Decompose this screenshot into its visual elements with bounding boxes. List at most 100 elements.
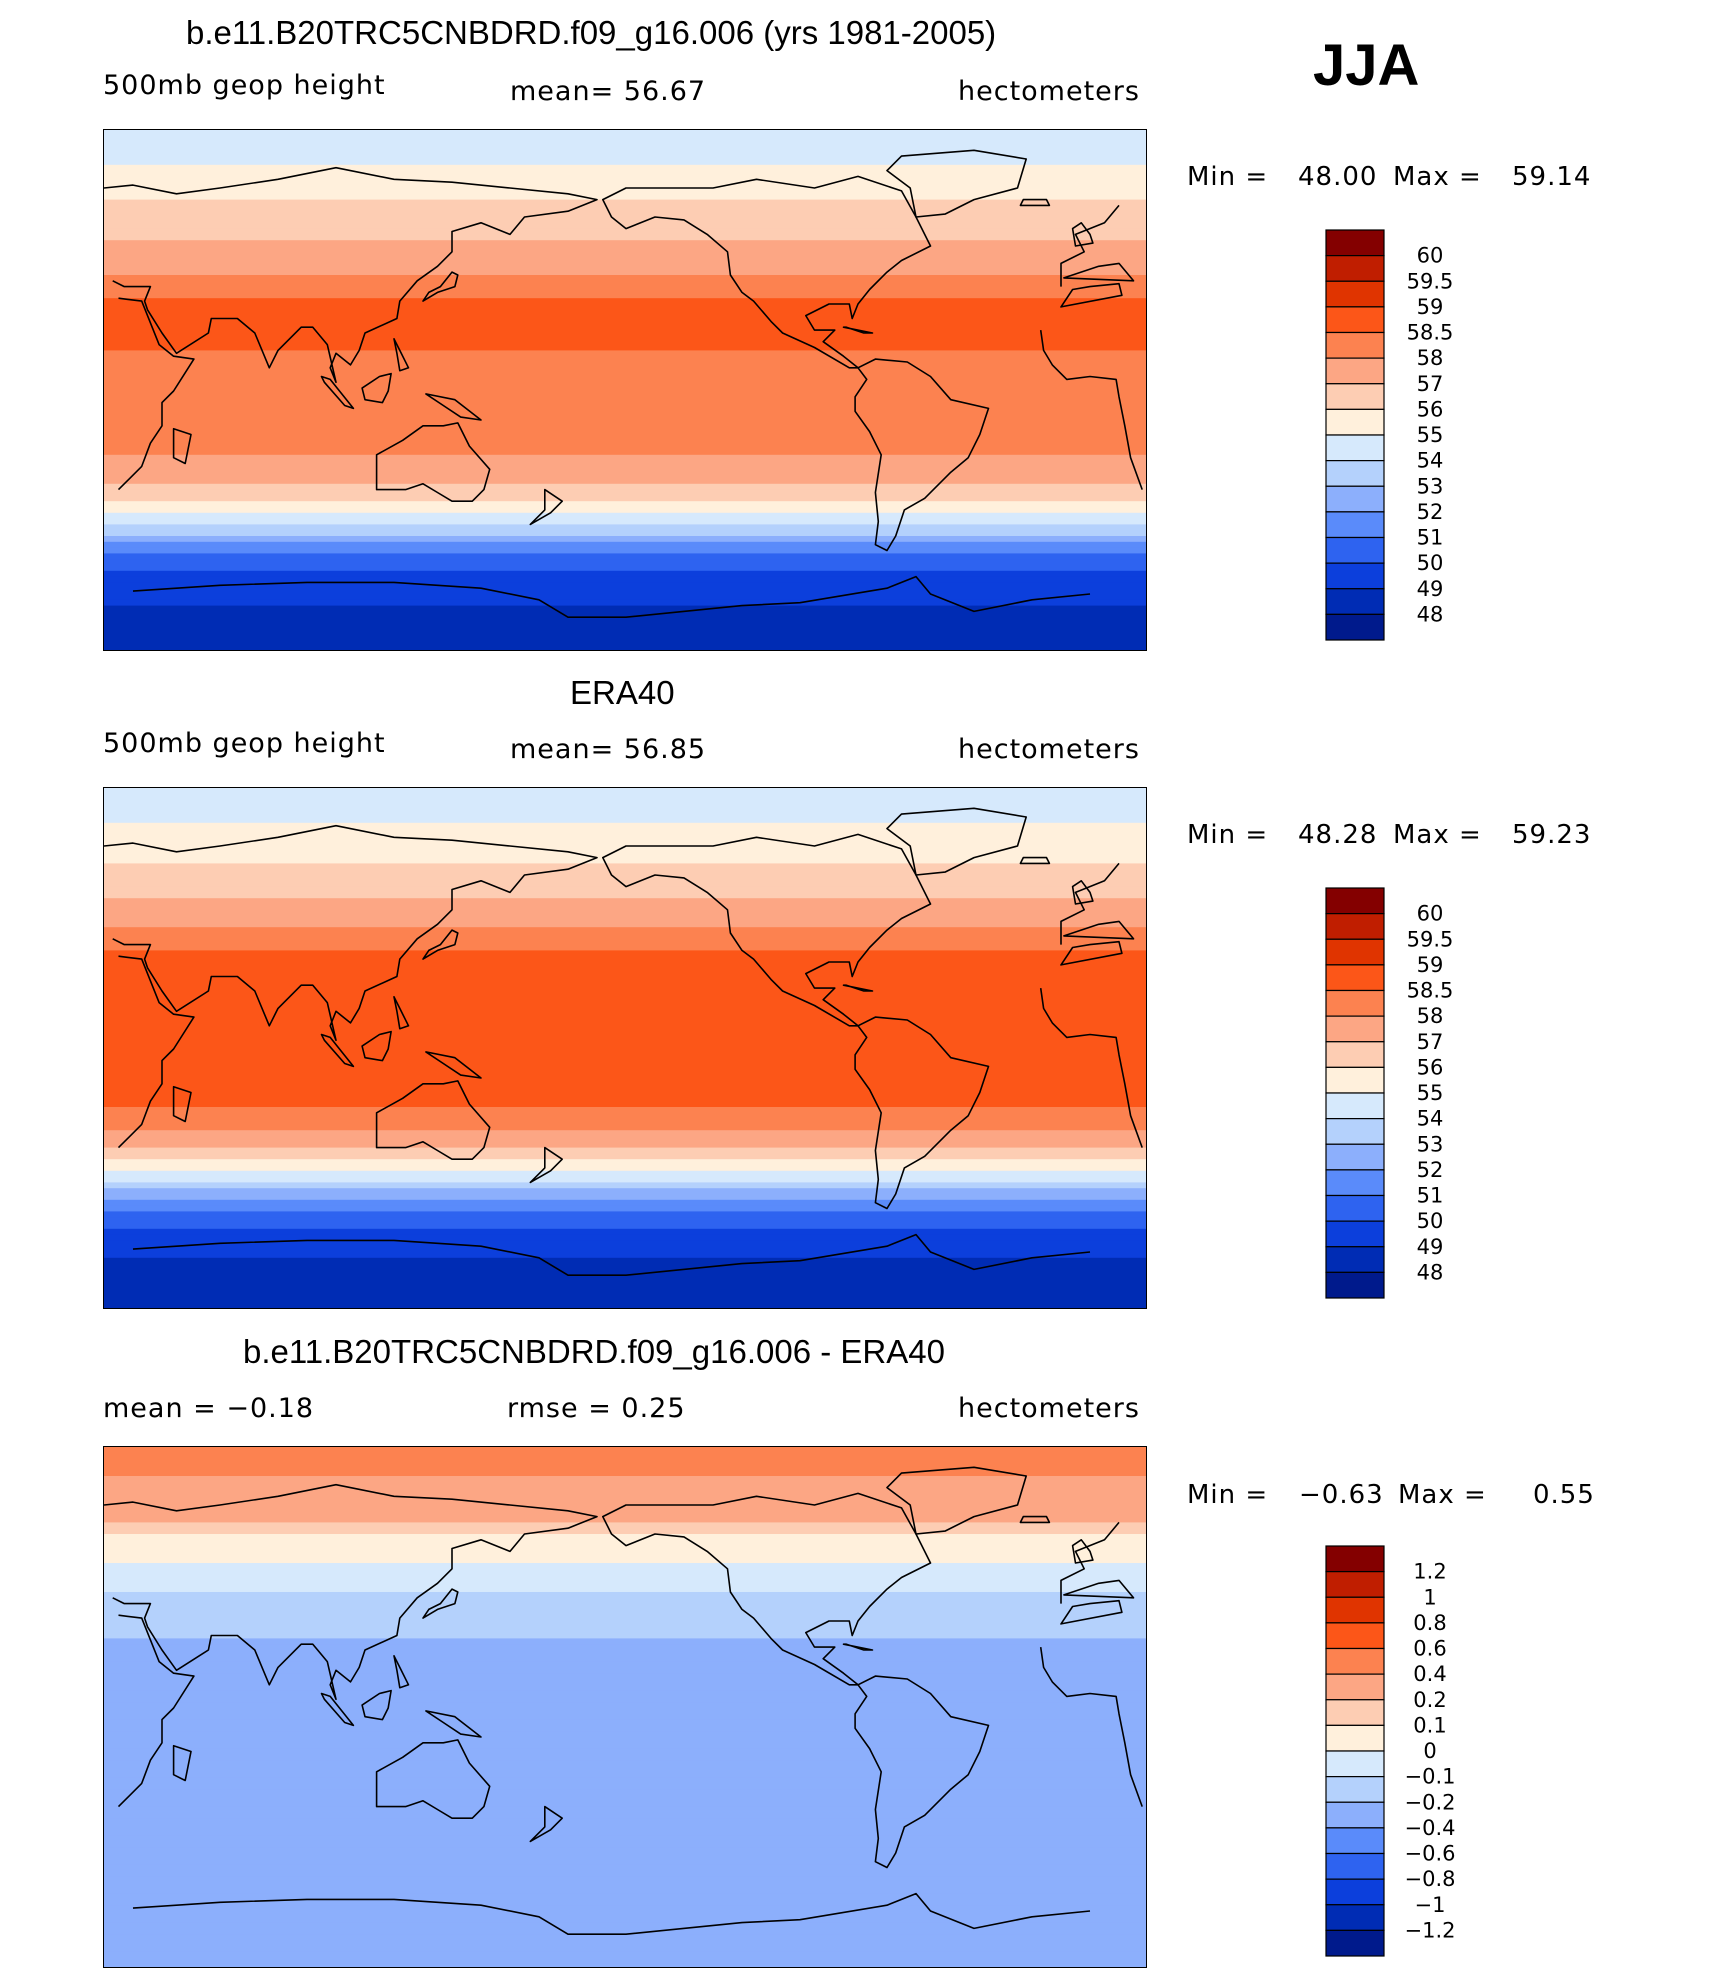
panel-2-band — [104, 915, 1146, 922]
panel-1-colorbar-tick-label: 60 — [1417, 244, 1444, 268]
panel-1-band — [104, 373, 1146, 380]
panel-2-band — [104, 973, 1146, 980]
panel-3-band — [104, 1928, 1146, 1935]
panel-2-coast-africa — [117, 940, 1143, 1149]
panel-3-band — [104, 1499, 1146, 1506]
panel-2-band — [104, 944, 1146, 951]
panel-3-colorbar-tick-label: 1 — [1423, 1585, 1436, 1609]
panel-3-band — [104, 1661, 1146, 1668]
panel-3-coast-borneo — [361, 1689, 392, 1721]
panel-1-band — [104, 524, 1146, 531]
panel-2-max-value: 59.23 — [1512, 820, 1592, 850]
panel-2-band — [104, 880, 1146, 888]
panel-3-colorbar-tick-label: 0.6 — [1413, 1637, 1446, 1661]
panel-3-band — [104, 1551, 1146, 1558]
panel-1-band — [104, 536, 1146, 543]
panel-2-colorbar-box — [1325, 964, 1385, 992]
panel-1-band — [104, 605, 1146, 612]
panel-2-coast-japan — [422, 929, 459, 960]
panel-2-band — [104, 1107, 1146, 1114]
panel-3-band — [104, 1690, 1146, 1697]
panel-2-band — [104, 1205, 1146, 1212]
panel-3-band — [104, 1493, 1146, 1500]
panel-3-band — [104, 1464, 1146, 1471]
panel-1-band — [104, 367, 1146, 375]
panel-2-band — [104, 1153, 1146, 1160]
panel-3-band — [104, 1563, 1146, 1570]
panel-2-colorbar-tick-label: 58.5 — [1407, 979, 1454, 1003]
panel-3-colorbar-tick-label: 0.8 — [1413, 1611, 1446, 1635]
panel-2-band — [104, 1037, 1146, 1044]
panel-3-band — [104, 1742, 1146, 1750]
panel-2-band — [104, 1194, 1146, 1201]
panel-2-coast-samerica — [854, 1016, 990, 1210]
panel-1-band — [104, 547, 1146, 554]
panel-1-band — [104, 292, 1146, 299]
panel-1-band — [104, 153, 1146, 160]
panel-3-band — [104, 1667, 1146, 1674]
panel-1-band — [104, 402, 1146, 409]
panel-3-colorbar-tick-label: −0.8 — [1405, 1867, 1456, 1891]
panel-3-colorbar-box — [1325, 1750, 1385, 1778]
panel-2-band — [104, 1020, 1146, 1027]
panel-1-band — [104, 309, 1146, 317]
panel-1-band — [104, 640, 1146, 647]
panel-2-coast-cuba — [842, 984, 874, 992]
panel-1-band — [104, 193, 1146, 201]
panel-2-band — [104, 1257, 1146, 1265]
panel-1-band — [104, 518, 1146, 525]
panel-1-colorbar-tick-label: 55 — [1417, 423, 1444, 447]
panel-1-band — [104, 611, 1146, 618]
panel-2-band — [104, 1054, 1146, 1062]
panel-2-colorbar-box — [1325, 887, 1385, 915]
panel-1-colorbar-box — [1325, 255, 1385, 282]
panel-1-band — [104, 164, 1146, 172]
panel-1-band — [104, 141, 1146, 148]
panel-1-min-value: 48.00 — [1298, 162, 1378, 192]
panel-3-band — [104, 1545, 1146, 1552]
panel-3-colorbar-box — [1325, 1647, 1385, 1675]
panel-2-colorbar-tick-label: 53 — [1417, 1132, 1444, 1156]
panel-2-band — [104, 1228, 1146, 1236]
panel-3-band — [104, 1876, 1146, 1883]
panel-2-band — [104, 817, 1146, 824]
panel-1-band — [104, 356, 1146, 363]
panel-2-title: ERA40 — [570, 674, 675, 711]
panel-1-colorbar-box — [1325, 588, 1385, 615]
panel-2-coast-namerica — [602, 833, 932, 1027]
panel-1-coast-eurasia — [104, 166, 1135, 384]
panel-1-band — [104, 222, 1146, 230]
panel-3-band — [104, 1963, 1146, 1967]
panel-2-coast-sumatra — [320, 1033, 355, 1068]
panel-2-band — [104, 805, 1146, 812]
panel-1-colorbar-box — [1325, 383, 1385, 410]
panel-3-band — [104, 1858, 1146, 1866]
panel-3-band — [104, 1626, 1146, 1634]
panel-1-band — [104, 559, 1146, 566]
panel-2-band — [104, 1008, 1146, 1015]
panel-3-colorbar-box — [1325, 1545, 1385, 1573]
panel-1-colorbar-box — [1325, 229, 1385, 257]
panel-2-colorbar-tick-label: 54 — [1417, 1107, 1444, 1131]
panel-2-colorbar-tick-label: 59.5 — [1407, 927, 1454, 951]
panel-3-map-svg — [104, 1447, 1146, 1967]
panel-3-band — [104, 1893, 1146, 1900]
panel-2-coast-antarctica — [132, 1233, 1091, 1276]
panel-3-colorbar-tick-label: −1.2 — [1405, 1918, 1456, 1942]
panel-1-colorbar-tick-label: 58.5 — [1407, 321, 1454, 345]
panel-1-coast-antarctica — [132, 575, 1091, 618]
panel-1-band — [104, 443, 1146, 450]
panel-2-colorbar-box — [1325, 1066, 1385, 1094]
panel-2-band — [104, 1211, 1146, 1218]
panel-2-coast-iceland — [1019, 856, 1051, 865]
panel-1-colorbar-box — [1325, 434, 1385, 462]
panel-2-band — [104, 1223, 1146, 1230]
panel-3-coast-namerica — [602, 1492, 932, 1686]
panel-2-band — [104, 1083, 1146, 1091]
panel-2-coast-madagascar — [172, 1085, 192, 1123]
panel-2-band — [104, 1031, 1146, 1038]
panel-2-band — [104, 846, 1146, 853]
panel-2-coast-australia — [375, 1080, 491, 1160]
panel-1-band — [104, 379, 1146, 386]
panel-2-band — [104, 1078, 1146, 1085]
